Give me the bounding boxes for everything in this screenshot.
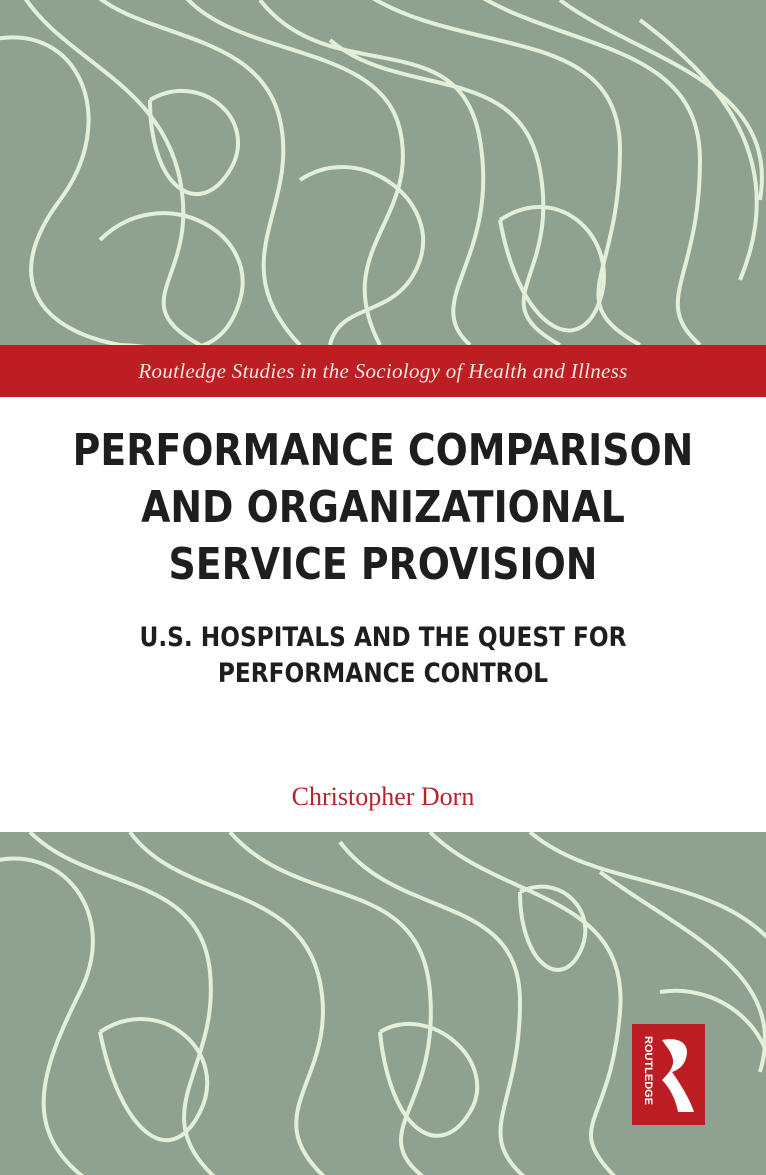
subtitle-line: U.S. HOSPITALS AND THE QUEST FOR xyxy=(139,622,627,653)
series-band: Routledge Studies in the Sociology of He… xyxy=(0,345,766,397)
series-title: Routledge Studies in the Sociology of He… xyxy=(138,358,628,383)
subtitle-line: PERFORMANCE CONTROL xyxy=(217,658,549,689)
book-title: PERFORMANCE COMPARISON AND ORGANIZATIONA… xyxy=(54,422,713,593)
logo-wordmark: ROUTLEDGE xyxy=(642,1036,654,1105)
title-line: SERVICE PROVISION xyxy=(168,539,598,590)
routledge-logo: ROUTLEDGE xyxy=(632,1024,705,1125)
title-line: PERFORMANCE COMPARISON xyxy=(72,425,694,476)
book-subtitle: U.S. HOSPITALS AND THE QUEST FOR PERFORM… xyxy=(54,620,713,692)
bottom-contour-pattern xyxy=(0,832,766,1175)
author-name: Christopher Dorn xyxy=(291,782,475,811)
top-contour-pattern xyxy=(0,0,766,345)
title-line: AND ORGANIZATIONAL xyxy=(141,482,625,533)
